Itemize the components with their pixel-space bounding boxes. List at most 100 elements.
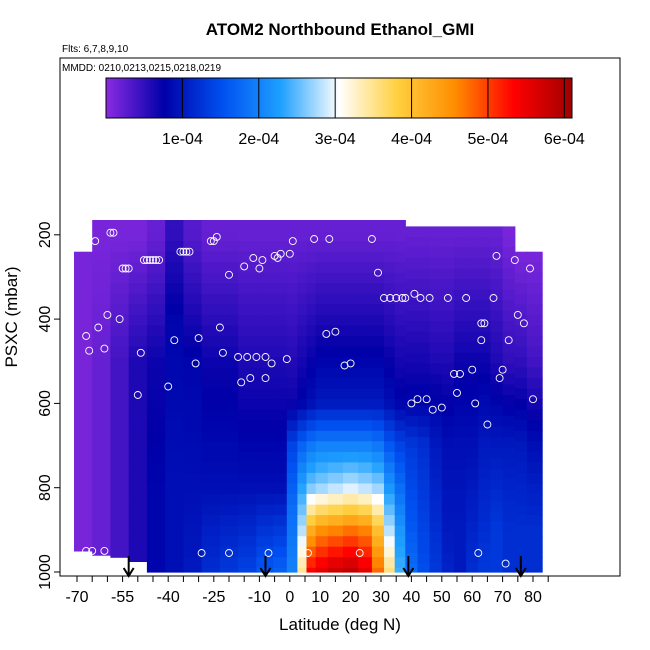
field-cell xyxy=(297,293,308,305)
field-cell xyxy=(238,304,257,316)
field-cell xyxy=(165,314,184,326)
field-cell xyxy=(526,314,543,326)
field-cell xyxy=(466,300,479,312)
field-cell xyxy=(490,279,504,291)
field-cell xyxy=(384,525,396,537)
field-cell xyxy=(306,220,317,232)
colorbar xyxy=(105,77,573,119)
field-cell xyxy=(417,479,431,491)
field-cell xyxy=(256,357,274,369)
field-cell xyxy=(315,241,329,253)
field-cell xyxy=(110,357,130,369)
observation-point xyxy=(425,294,434,302)
field-cell xyxy=(502,395,516,407)
field-cell xyxy=(238,409,257,421)
field-cell xyxy=(478,468,492,480)
field-cell xyxy=(417,437,431,449)
field-cell xyxy=(256,462,274,474)
field-cell xyxy=(371,536,385,548)
field-cell xyxy=(297,283,308,295)
field-cell xyxy=(441,384,455,396)
field-cell xyxy=(165,283,184,295)
field-cell xyxy=(417,289,431,301)
field-cell xyxy=(273,451,288,463)
field-cell xyxy=(371,504,385,516)
field-cell xyxy=(358,567,373,573)
field-cell xyxy=(92,272,111,284)
field-cell xyxy=(454,426,467,438)
field-cell xyxy=(315,272,329,284)
field-cell xyxy=(297,494,308,506)
field-cell xyxy=(238,546,257,558)
field-cell xyxy=(238,441,257,453)
field-cell xyxy=(466,458,479,470)
field-cell xyxy=(306,378,317,390)
field-cell xyxy=(405,542,419,554)
field-cell xyxy=(273,367,288,379)
field-cell xyxy=(384,262,396,274)
field-cell xyxy=(384,399,396,411)
field-cell xyxy=(526,304,543,316)
field-cell xyxy=(384,336,396,348)
field-cell xyxy=(219,241,239,253)
field-cell xyxy=(183,536,203,548)
field-cell xyxy=(502,532,516,544)
field-cell xyxy=(429,363,443,375)
field-cell xyxy=(315,462,329,474)
field-cell xyxy=(478,363,492,375)
field-cell xyxy=(478,352,492,364)
field-cell xyxy=(394,567,406,573)
field-cell xyxy=(371,399,385,411)
observation-point xyxy=(513,310,522,319)
field-cell xyxy=(286,546,298,558)
field-cell xyxy=(74,494,93,506)
field-cell xyxy=(306,420,317,432)
field-cell xyxy=(286,515,298,527)
field-cell xyxy=(343,462,359,474)
observation-point xyxy=(243,353,252,361)
field-cell xyxy=(146,262,166,274)
field-column xyxy=(110,220,130,558)
field-cell xyxy=(238,430,257,442)
field-cell xyxy=(327,367,344,379)
field-cell xyxy=(502,289,516,301)
field-cell xyxy=(358,472,373,484)
field-cell xyxy=(297,367,308,379)
observation-point xyxy=(212,232,221,241)
field-cell xyxy=(92,304,111,316)
field-cell xyxy=(490,542,504,554)
field-cell xyxy=(514,430,528,442)
field-cell xyxy=(417,331,431,343)
observation-point xyxy=(94,323,103,332)
field-cell xyxy=(371,367,385,379)
field-cell xyxy=(394,441,406,453)
field-cell xyxy=(371,472,385,484)
field-cell xyxy=(384,515,396,527)
observation-point xyxy=(346,359,355,368)
field-cell xyxy=(394,536,406,548)
field-cell xyxy=(315,230,329,242)
field-cell xyxy=(478,236,492,248)
field-cell xyxy=(201,557,221,569)
field-cell xyxy=(343,483,359,495)
field-cell xyxy=(358,515,373,527)
field-cell xyxy=(466,426,479,438)
field-cell xyxy=(358,304,373,316)
field-cell xyxy=(327,399,344,411)
field-column xyxy=(238,220,257,573)
field-cell xyxy=(306,367,317,379)
field-cell xyxy=(371,557,385,569)
x-axis-label: Latitude (deg N) xyxy=(279,615,401,634)
field-cell xyxy=(417,236,431,248)
field-cell xyxy=(417,373,431,385)
observation-point xyxy=(100,546,109,555)
field-cell xyxy=(183,304,203,316)
field-cell xyxy=(146,241,166,253)
field-cell xyxy=(343,367,359,379)
field-column xyxy=(502,226,516,573)
y-axis: 200 400 600 800 1000 xyxy=(37,221,60,590)
field-cell xyxy=(306,525,317,537)
field-cell xyxy=(526,399,543,411)
field-cell xyxy=(454,279,467,291)
